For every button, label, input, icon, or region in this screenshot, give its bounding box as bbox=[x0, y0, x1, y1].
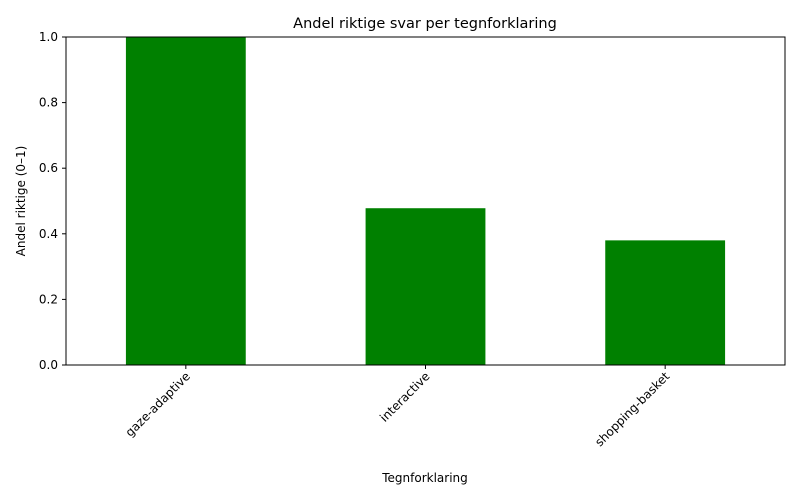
y-tick-label: 0.4 bbox=[39, 227, 58, 241]
y-tick-label: 0.2 bbox=[39, 292, 58, 306]
y-axis-label: Andel riktige (0–1) bbox=[14, 146, 28, 257]
x-tick-label-interactive: interactive bbox=[377, 369, 432, 424]
x-tick-label-shopping-basket: shopping-basket bbox=[592, 369, 672, 449]
plot-area: 0.0 0.2 0.4 0.6 0.8 1.0 gaze-adaptive interacti… bbox=[39, 30, 786, 449]
y-tick-label: 1.0 bbox=[39, 30, 58, 44]
bar-interactive bbox=[365, 208, 486, 365]
chart-title: Andel riktige svar per tegnforklaring bbox=[293, 16, 557, 32]
y-tick-label: 0.8 bbox=[39, 96, 58, 110]
x-tick-label-gaze-adaptive: gaze-adaptive bbox=[123, 369, 193, 439]
bar-gaze-adaptive bbox=[125, 37, 246, 365]
x-axis-label: Tegnforklaring bbox=[381, 471, 468, 485]
y-tick-label: 0.0 bbox=[39, 358, 58, 372]
y-tick-label: 0.6 bbox=[39, 161, 58, 175]
bar-shopping-basket bbox=[605, 240, 726, 365]
